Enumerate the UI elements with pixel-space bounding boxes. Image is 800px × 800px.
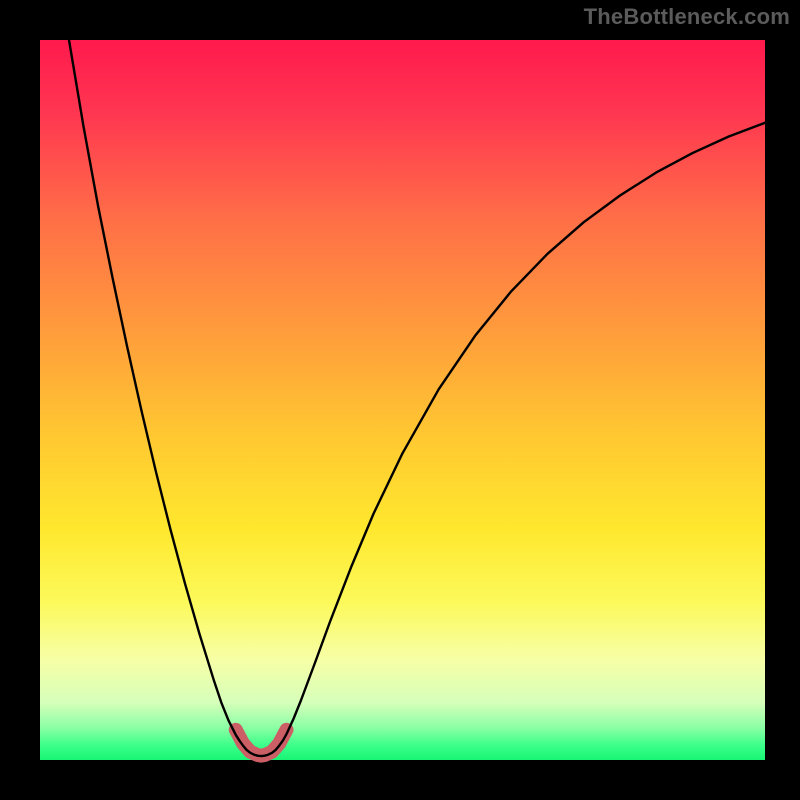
plot-background	[40, 40, 765, 760]
chart-container: TheBottleneck.com	[0, 0, 800, 800]
bottleneck-curve-chart	[0, 0, 800, 800]
